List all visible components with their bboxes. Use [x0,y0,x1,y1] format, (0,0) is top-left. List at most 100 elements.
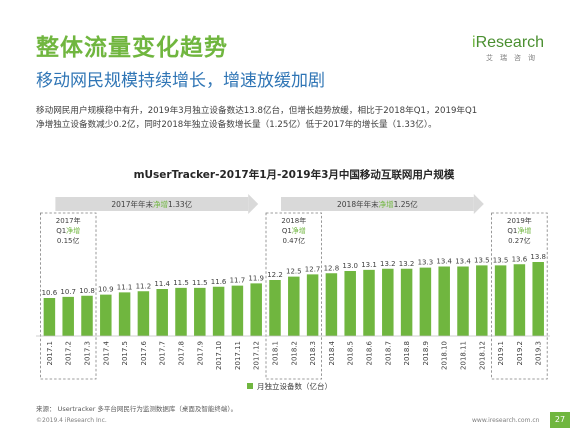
value-label: 11.6 [211,278,227,286]
q1-box-net: Q1净增 [507,226,531,235]
q1-box-label-bg [46,214,90,247]
bar-series [43,262,544,336]
x-tick-label: 2017.12 [253,341,261,370]
bar [288,276,300,336]
bar [476,265,488,336]
x-tick-label: 2018.12 [478,341,486,370]
x-tick-label: 2019.1 [497,341,505,366]
description-line-1: 移动网民用户规模稳中有升，2019年3月独立设备数达13.8亿台，但增长趋势放缓… [36,106,478,116]
x-tick-label: 2017.6 [140,340,148,365]
value-label: 11.5 [192,279,208,287]
description-line-2: 净增独立设备数减少0.2亿，同时2018年独立设备数增长量（1.25亿）低于20… [36,120,437,130]
value-label: 13.2 [399,260,415,268]
x-tick-label: 2017.9 [196,341,204,366]
bar [438,266,450,336]
bar [43,298,56,336]
x-tick-label: 2017.11 [234,341,242,370]
q1-box-label-bg [272,214,316,247]
value-label: 12.7 [305,265,321,273]
x-tick-label: 2019.2 [516,341,524,366]
value-label: 13.2 [380,260,396,268]
value-label: 11.7 [230,277,246,285]
value-label: 11.2 [136,282,152,290]
value-label: 11.5 [173,279,189,287]
logo-subtitle: 艾瑞咨询 [486,54,542,62]
q1-box-year: 2018年 [281,216,306,225]
q1-box-year: 2017年 [56,216,81,225]
bar [400,268,413,336]
q1-box-outline [265,212,322,380]
legend-swatch [247,383,253,389]
chart-title: mUserTracker-2017年1月-2019年3月中国移动互联网用户规模 [134,168,455,181]
banner-arrow [473,194,484,214]
bar [250,283,262,336]
bar [382,268,394,336]
page-number: 27 [550,412,570,428]
q1-box-net: Q1净增 [56,226,80,235]
bar [269,280,281,336]
q1-box-value: 0.47亿 [283,236,306,245]
banner-text: 2017年年末净增1.33亿 [111,199,192,209]
bar [494,265,507,336]
x-tick-label: 2017.4 [102,340,110,365]
x-tick-label: 2018.9 [422,341,430,366]
value-label: 13.5 [493,256,509,264]
logo-wordmark: iResearch [472,34,545,51]
bar [194,287,206,336]
value-label: 10.6 [42,289,58,297]
q1-box-label-bg [497,214,542,247]
q1-box-value: 0.27亿 [508,236,531,245]
value-label: 11.4 [154,280,170,288]
bar [81,295,93,336]
value-label: 10.8 [79,287,95,295]
q1-box-year: 2019年 [507,216,532,225]
website-text: www.iresearch.com.cn [472,417,540,424]
x-tick-label: 2017.10 [215,341,223,370]
value-label: 10.9 [98,286,114,294]
value-label: 12.5 [286,268,302,276]
bar [344,271,356,336]
bar [513,264,526,336]
legend-label: 月独立设备数（亿台） [257,381,332,391]
bar [306,274,319,336]
bar [532,262,544,336]
x-tick-label: 2018.1 [272,341,280,366]
q1-box-value: 0.15亿 [57,236,80,245]
value-label: 12.8 [324,264,340,272]
bar [118,292,131,336]
bar [156,289,168,336]
value-labels: 10.6 10.7 10.8 10.9 11.1 11.2 11.4 11.5 11.5 11.6… [42,253,546,297]
bar [457,266,469,336]
value-label: 13.4 [436,258,452,266]
banner-arrow [248,194,259,214]
q1-box-outline [491,212,548,380]
growth-banner [55,197,249,211]
page-subtitle: 移动网民规模持续增长，增速放缓加剧 [36,71,325,91]
bar [325,273,338,336]
growth-banner [281,197,474,211]
x-tick-label: 2018.11 [460,341,468,370]
value-label: 11.1 [117,283,133,291]
source-note: 来源： Usertracker 多平台网民行为监测数据库（桌面及智能终端）。 [36,405,238,413]
x-tick-label: 2018.2 [290,341,298,366]
value-label: 13.6 [512,255,528,263]
page-title: 整体流量变化趋势 [36,35,228,61]
value-label: 13.1 [361,261,377,269]
bar [212,286,225,336]
value-label: 11.9 [248,274,264,282]
x-tick-label: 2017.7 [159,341,167,366]
x-tick-label: 2017.2 [65,341,73,366]
copyright-text: ©2019.4 iResearch Inc. [36,417,107,424]
value-label: 10.7 [60,288,76,296]
x-tick-label: 2017.8 [178,341,186,366]
value-label: 13.8 [530,253,546,261]
x-tick-label: 2017.5 [121,341,129,366]
x-tick-label: 2017.3 [84,341,92,366]
x-tick-label: 2018.10 [441,341,449,370]
value-label: 13.0 [342,262,358,270]
x-tick-label: 2018.4 [328,340,336,365]
x-tick-label: 2018.5 [347,341,355,366]
value-label: 13.5 [474,256,490,264]
chart-legend: 月独立设备数（亿台） [247,381,332,391]
